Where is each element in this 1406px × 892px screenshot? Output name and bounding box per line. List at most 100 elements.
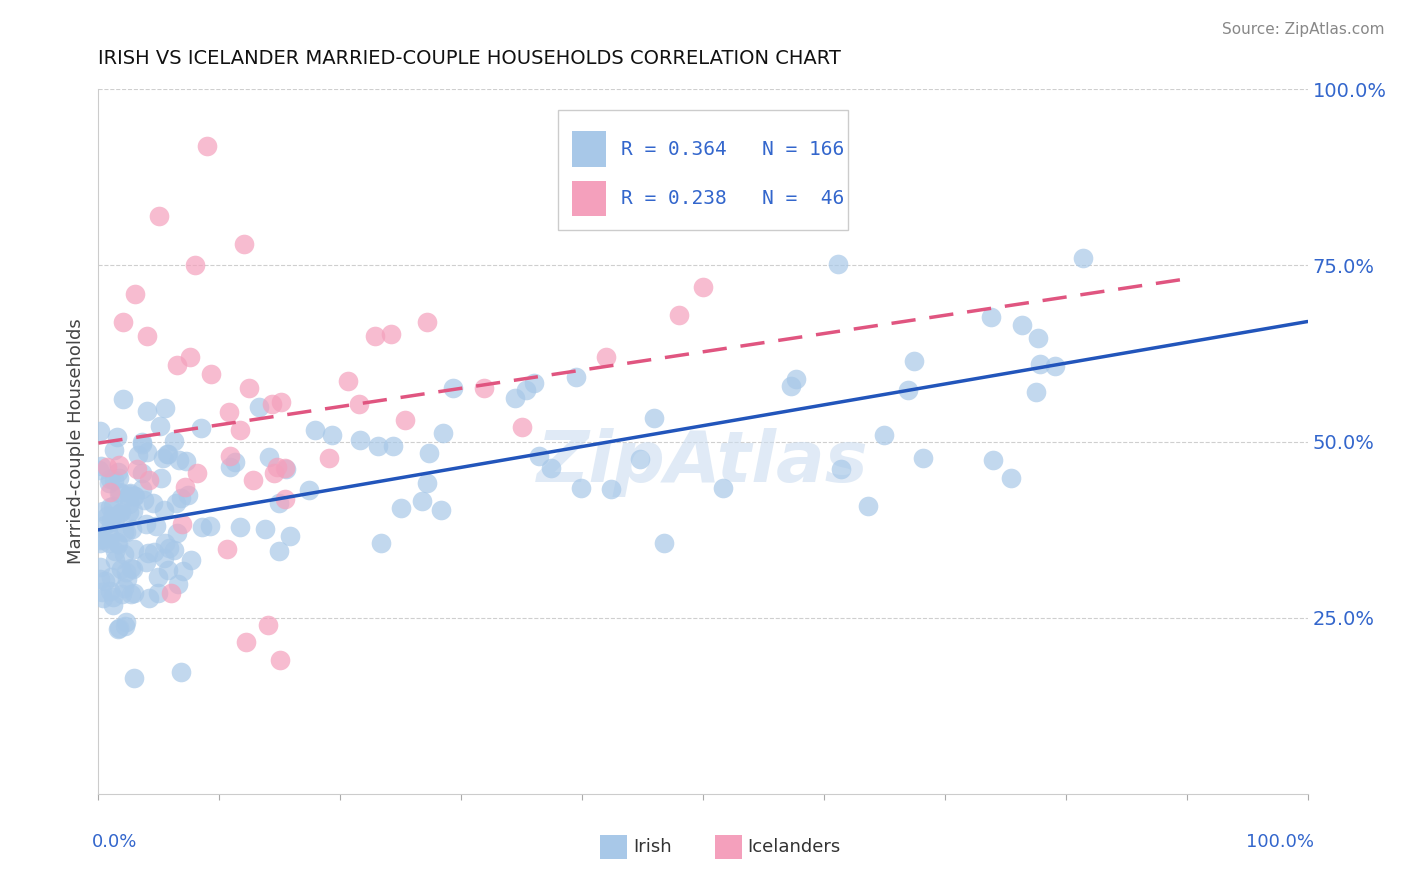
Point	[411, 494, 433, 508]
Point	[89, 559, 111, 574]
Point	[274, 462, 297, 476]
Point	[107, 622, 129, 636]
Point	[98, 476, 121, 491]
Point	[105, 535, 128, 549]
Point	[1000, 470, 1022, 484]
Point	[124, 671, 146, 685]
Point	[127, 449, 149, 463]
Point	[779, 379, 801, 393]
Point	[111, 392, 134, 406]
Point	[96, 509, 118, 524]
Point	[89, 463, 111, 477]
Point	[318, 450, 340, 465]
Point	[112, 547, 135, 561]
Point	[153, 535, 176, 549]
Point	[100, 510, 122, 524]
Point	[432, 425, 454, 440]
Point	[105, 430, 128, 444]
Point	[1011, 318, 1033, 332]
Point	[114, 618, 136, 632]
Point	[157, 447, 180, 461]
Point	[527, 449, 550, 463]
Point	[170, 665, 193, 679]
Point	[90, 533, 112, 547]
Point	[93, 517, 115, 532]
Point	[980, 310, 1002, 324]
Point	[510, 420, 533, 434]
Point	[108, 471, 131, 485]
Point	[382, 439, 405, 453]
Point	[217, 541, 239, 556]
Point	[256, 617, 278, 632]
Point	[380, 326, 402, 341]
Point	[118, 497, 141, 511]
Point	[983, 452, 1005, 467]
Point	[107, 536, 129, 550]
Point	[170, 491, 193, 505]
Point	[149, 418, 172, 433]
Point	[259, 450, 281, 465]
Point	[103, 442, 125, 457]
Point	[418, 446, 440, 460]
Point	[145, 519, 167, 533]
Point	[443, 381, 465, 395]
Point	[858, 499, 880, 513]
Point	[91, 585, 114, 599]
Point	[121, 503, 143, 517]
Point	[138, 473, 160, 487]
Point	[108, 458, 131, 472]
Point	[122, 561, 145, 575]
Bar	[716, 835, 742, 859]
Point	[115, 615, 138, 629]
Point	[97, 524, 120, 539]
Point	[219, 450, 242, 464]
Point	[200, 367, 222, 381]
Point	[347, 396, 370, 410]
Point	[91, 504, 114, 518]
Point	[298, 483, 321, 498]
Point	[166, 577, 188, 591]
Point	[349, 434, 371, 448]
Point	[569, 481, 592, 495]
Point	[131, 435, 153, 450]
Point	[89, 536, 111, 550]
Point	[267, 544, 290, 558]
Point	[112, 582, 135, 596]
Point	[120, 587, 142, 601]
Point	[112, 524, 135, 539]
Point	[103, 511, 125, 525]
Point	[785, 372, 807, 386]
Point	[104, 544, 127, 558]
Point	[114, 565, 136, 579]
Point	[104, 552, 127, 566]
Point	[103, 598, 125, 612]
Point	[274, 461, 297, 475]
Point	[100, 570, 122, 584]
Text: R = 0.238   N =  46: R = 0.238 N = 46	[621, 189, 844, 208]
Point	[394, 413, 416, 427]
Point	[172, 564, 194, 578]
Point	[131, 466, 153, 480]
Point	[108, 484, 131, 499]
Point	[163, 543, 186, 558]
Y-axis label: Married-couple Households: Married-couple Households	[66, 318, 84, 565]
Point	[190, 420, 212, 434]
Point	[1073, 251, 1095, 265]
Point	[122, 541, 145, 556]
Point	[652, 536, 675, 550]
Point	[267, 496, 290, 510]
Text: Irish: Irish	[633, 838, 672, 855]
Point	[98, 472, 121, 486]
Point	[97, 535, 120, 549]
Point	[274, 492, 297, 507]
Point	[103, 474, 125, 488]
Point	[595, 350, 617, 364]
Point	[873, 428, 896, 442]
Point	[254, 523, 277, 537]
Point	[153, 550, 176, 565]
Bar	[572, 181, 606, 216]
Point	[157, 541, 180, 556]
Point	[118, 489, 141, 503]
Point	[136, 404, 159, 418]
Point	[472, 381, 495, 395]
